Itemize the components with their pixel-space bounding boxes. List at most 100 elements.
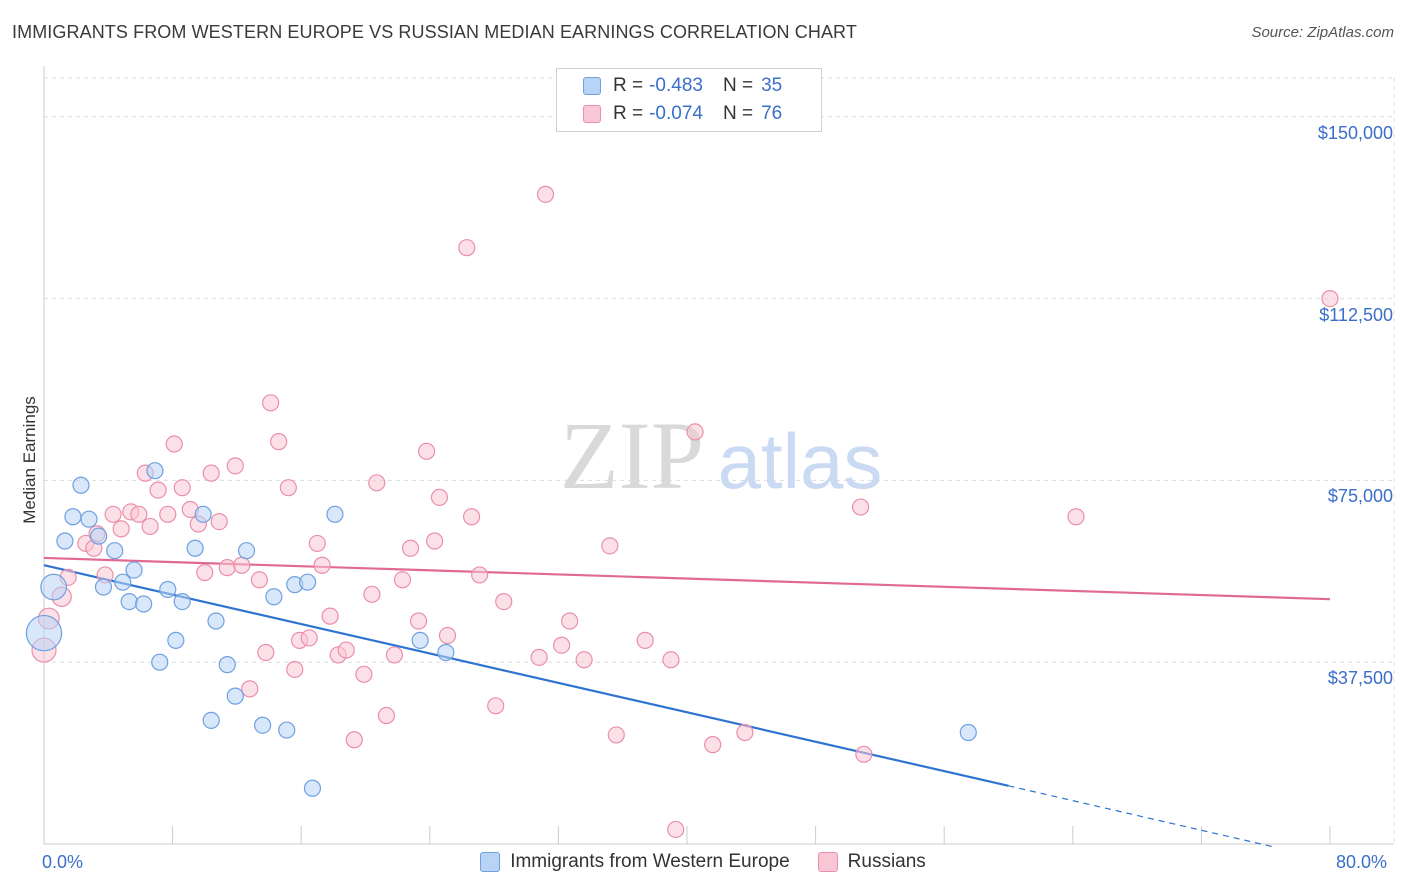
legend-n-label: N = (722, 103, 754, 124)
point-western-europe-9 (114, 573, 132, 591)
point-russians-57 (495, 592, 513, 611)
point-russians-17 (173, 479, 191, 497)
point-russians-21 (202, 464, 220, 482)
legend-swatch-pink (583, 105, 601, 123)
point-russians-49 (417, 442, 436, 460)
legend-swatch-pink (817, 852, 838, 872)
point-russians-39 (337, 641, 355, 659)
point-russians-9 (112, 520, 130, 538)
point-russians-24 (226, 457, 244, 475)
watermark-atlas: atlas (718, 417, 883, 505)
point-western-europe-15 (159, 580, 177, 599)
point-western-europe-29 (299, 573, 317, 591)
point-russians-65 (636, 631, 654, 649)
y-tick-label-3: $150,000 (1317, 122, 1393, 143)
point-western-europe-26 (265, 588, 283, 606)
point-russians-64 (607, 726, 625, 744)
point-western-europe-20 (202, 711, 220, 729)
point-russians-52 (438, 626, 457, 645)
x-tick-label-min: 0.0% (42, 852, 84, 872)
point-russians-40 (345, 731, 363, 749)
point-russians-53 (458, 239, 476, 257)
legend-item-russians[interactable]: Russians (817, 851, 926, 873)
point-russians-36 (313, 556, 331, 574)
point-russians-71 (852, 498, 870, 516)
legend-label-western-europe: Immigrants from Western Europe (510, 851, 790, 872)
point-western-europe-30 (303, 779, 322, 797)
legend-swatch-blue (480, 852, 501, 872)
point-western-europe-33 (437, 643, 455, 662)
point-western-europe-12 (135, 595, 153, 613)
point-russians-23 (218, 559, 236, 577)
legend-r-label: R = (613, 103, 644, 124)
legend-row-western-europe: R = -0.483 N = 35 (583, 72, 782, 100)
data-points (25, 185, 1339, 839)
point-russians-42 (363, 585, 381, 603)
point-western-europe-8 (106, 542, 124, 560)
point-russians-54 (462, 508, 481, 526)
point-russians-30 (270, 433, 288, 451)
point-western-europe-23 (226, 687, 244, 705)
point-russians-14 (149, 481, 167, 499)
point-russians-45 (385, 646, 404, 664)
point-russians-51 (430, 488, 449, 506)
correlation-legend: R = -0.483 N = 35 R = -0.074 N = 76 (556, 68, 822, 132)
point-russians-63 (601, 537, 619, 555)
point-russians-47 (401, 539, 420, 557)
legend-row-russians: R = -0.074 N = 76 (583, 100, 782, 128)
point-russians-43 (368, 474, 386, 492)
trend-line-1 (43, 556, 1331, 601)
point-western-europe-1 (25, 614, 63, 652)
legend-r-value: -0.074 (649, 103, 703, 124)
point-russians-69 (704, 736, 722, 754)
point-western-europe-3 (64, 508, 82, 526)
point-russians-56 (487, 697, 505, 715)
point-russians-50 (426, 532, 444, 550)
point-russians-73 (1067, 508, 1085, 526)
legend-n-label: N = (722, 75, 754, 96)
point-russians-58 (530, 648, 548, 666)
legend-n-value: 76 (761, 103, 783, 124)
legend-n-value: 35 (761, 75, 783, 96)
y-tick-label-2: $112,500 (1319, 304, 1393, 325)
axes (43, 66, 1394, 845)
point-russians-13 (141, 517, 159, 536)
point-russians-27 (250, 571, 269, 589)
point-russians-70 (736, 723, 754, 742)
point-western-europe-7 (94, 578, 113, 596)
point-western-europe-17 (173, 592, 191, 611)
legend-swatch-blue (583, 77, 601, 95)
point-russians-25 (233, 556, 251, 574)
point-western-europe-6 (90, 527, 108, 545)
point-western-europe-27 (278, 721, 296, 739)
legend-item-western-europe[interactable]: Immigrants from Western Europe (480, 851, 790, 873)
point-russians-15 (159, 505, 177, 523)
point-western-europe-19 (194, 505, 212, 523)
chart-title: IMMIGRANTS FROM WESTERN EUROPE VS RUSSIA… (12, 22, 857, 42)
point-russians-44 (377, 706, 395, 725)
point-russians-46 (393, 571, 412, 589)
point-western-europe-14 (151, 653, 169, 671)
point-western-europe-2 (56, 532, 74, 550)
trend-lines (43, 556, 1331, 848)
point-russians-60 (553, 636, 571, 654)
point-western-europe-32 (411, 631, 429, 649)
watermark: ZIP atlas (560, 402, 882, 509)
point-western-europe-24 (237, 542, 256, 560)
y-tick-label-0: $37,500 (1327, 668, 1393, 689)
point-russians-26 (241, 680, 259, 698)
point-western-europe-25 (254, 716, 272, 734)
legend-r-label: R = (613, 75, 644, 96)
point-russians-61 (561, 612, 579, 630)
point-russians-67 (667, 820, 685, 839)
point-russians-48 (409, 612, 428, 630)
point-western-europe-0 (40, 573, 68, 601)
point-russians-35 (308, 534, 326, 553)
point-russians-72 (855, 745, 873, 763)
point-russians-59 (536, 185, 555, 203)
trend-line-0 (43, 564, 1009, 787)
point-russians-41 (355, 665, 373, 683)
trend-line-extension-0 (1008, 785, 1274, 848)
point-russians-74 (1321, 289, 1339, 308)
